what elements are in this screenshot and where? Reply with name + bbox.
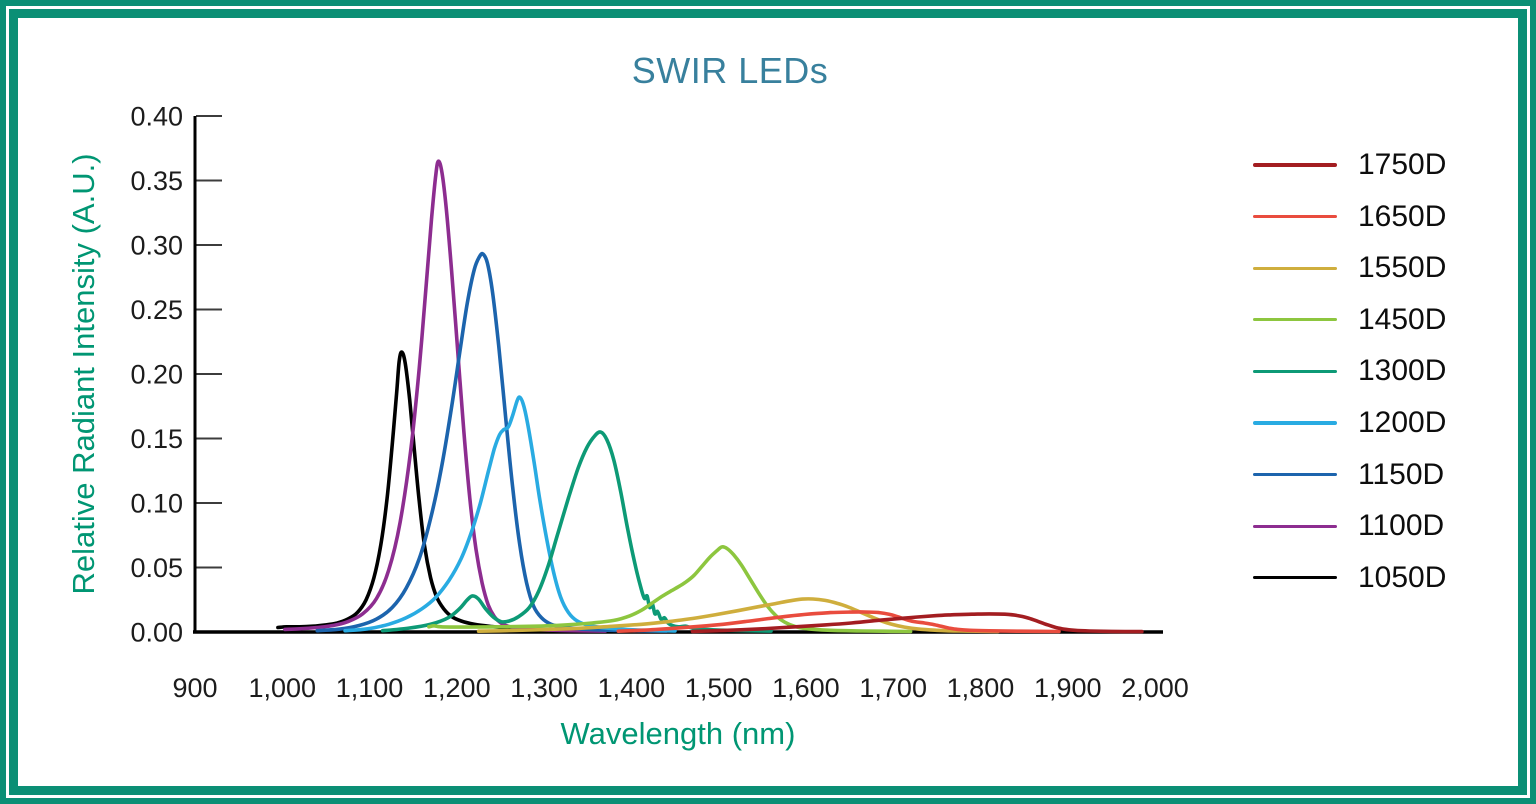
x-tick-label: 1,000: [248, 673, 316, 703]
y-tick-label: 0.25: [130, 295, 183, 325]
curve-1650d: [616, 610, 1061, 634]
y-tick-label: 0.40: [130, 102, 183, 132]
y-tick-label: 0.15: [130, 424, 183, 454]
curve-1100d: [283, 159, 607, 633]
y-tick-label: 0.10: [130, 489, 183, 519]
x-axis-title: Wavelength (nm): [560, 716, 796, 751]
y-tick-label: 0.00: [130, 618, 183, 648]
y-tick-label: 0.35: [130, 166, 183, 196]
y-tick-label: 0.05: [130, 553, 183, 583]
x-tick-label: 1,100: [336, 673, 404, 703]
x-tick-label: 1,700: [859, 673, 927, 703]
y-tick-label: 0.20: [130, 360, 183, 390]
curve-1200d: [343, 395, 677, 633]
curve-1450d: [427, 545, 913, 634]
y-tick-label: 0.30: [130, 231, 183, 261]
x-tick-label: 1,300: [510, 673, 578, 703]
curve-1550d: [476, 597, 1000, 634]
x-tick-label: 1,600: [772, 673, 840, 703]
x-tick-label: 1,800: [947, 673, 1015, 703]
chart-title: SWIR LEDs: [631, 50, 829, 91]
x-tick-label: 1,200: [423, 673, 491, 703]
x-tick-label: 1,900: [1034, 673, 1102, 703]
x-tick-label: 900: [172, 673, 217, 703]
x-tick-label: 1,500: [685, 673, 753, 703]
curve-1750d: [690, 612, 1144, 634]
curve-1150d: [315, 251, 669, 633]
x-tick-label: 2,000: [1121, 673, 1189, 703]
curve-1050d: [276, 350, 677, 634]
x-tick-label: 1,400: [598, 673, 666, 703]
